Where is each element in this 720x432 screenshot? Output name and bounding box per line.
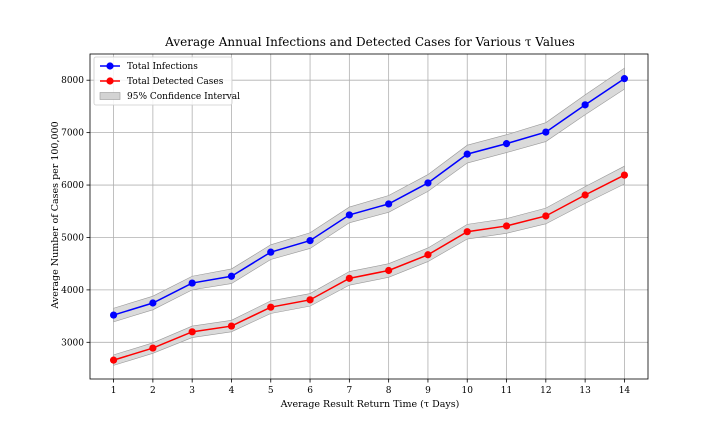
legend-label-confidence-interval: 95% Confidence Interval [127,92,240,102]
legend-marker-series-1 [106,62,114,70]
legend-marker-series-2 [106,77,114,85]
data-point-series-2 [109,356,118,364]
confidence-band-series-2 [113,165,625,366]
data-point-series-2 [188,328,196,336]
data-point-series-2 [385,266,393,275]
legend-label-series-2: Total Detected Cases [127,77,224,87]
x-axis-label: Average Result Return Time (τ Days) [280,399,460,410]
data-point-series-1 [227,272,236,280]
data-point-series-2 [306,296,314,304]
data-point-series-1 [502,140,511,148]
y-tick-label: 8000 [61,76,84,86]
data-point-series-1 [424,179,432,187]
x-tick-label: 11 [501,386,512,396]
data-point-series-1 [149,299,157,307]
y-ticks: 3000 4000 5000 6000 7000 8000 [61,76,90,348]
x-tick-label: 4 [229,386,235,396]
data-point-series-2 [149,344,157,352]
x-tick-label: 7 [346,386,352,396]
x-tick-label: 5 [268,386,274,396]
legend-box [93,56,233,106]
data-point-series-2 [542,212,550,220]
data-point-series-2 [502,222,511,230]
y-tick-label: 5000 [61,233,84,243]
x-tick-label: 14 [619,386,631,396]
x-tick-label: 6 [307,386,313,396]
data-point-series-1 [109,311,118,319]
x-tick-label: 1 [111,386,117,396]
x-tick-label: 10 [462,386,474,396]
data-point-series-1 [620,75,629,83]
legend: Total Infections Total Detected Cases 95% … [93,56,240,106]
x-tick-label: 9 [425,386,431,396]
data-point-series-2 [463,228,471,236]
y-axis-label: Average Number of Cases per 100,000 [50,121,61,309]
series-line-2 [113,174,625,361]
legend-swatch-confidence-interval [99,92,121,100]
data-point-series-2 [227,322,236,330]
series-points [109,75,629,364]
x-tick-label: 3 [189,386,195,396]
x-tick-label: 8 [386,386,392,396]
y-tick-label: 3000 [61,338,84,348]
data-point-series-2 [581,191,589,199]
plot-frame [89,53,649,380]
x-ticks: 1 2 3 4 5 6 7 8 9 10 11 12 13 14 [111,379,631,396]
series-lines [113,78,625,361]
x-tick-label: 13 [579,386,591,396]
data-point-series-2 [424,251,432,259]
data-point-series-1 [306,237,314,245]
legend-label-series-1: Total Infections [127,62,198,72]
chart-title: Average Annual Infections and Detected C… [164,35,575,49]
data-point-series-1 [463,150,471,158]
data-point-series-2 [620,171,629,179]
data-point-series-1 [581,101,589,109]
x-tick-label: 12 [540,386,551,396]
y-tick-label: 4000 [61,286,84,296]
data-point-series-1 [542,128,550,136]
data-point-series-2 [345,274,353,282]
y-tick-label: 6000 [61,181,84,191]
data-point-series-1 [188,279,196,287]
x-tick-label: 2 [150,386,156,396]
data-point-series-1 [345,211,353,219]
data-point-series-2 [267,303,275,311]
data-point-series-1 [385,200,393,208]
data-point-series-1 [267,248,275,256]
series-line-1 [113,78,625,316]
y-tick-label: 7000 [61,129,84,139]
